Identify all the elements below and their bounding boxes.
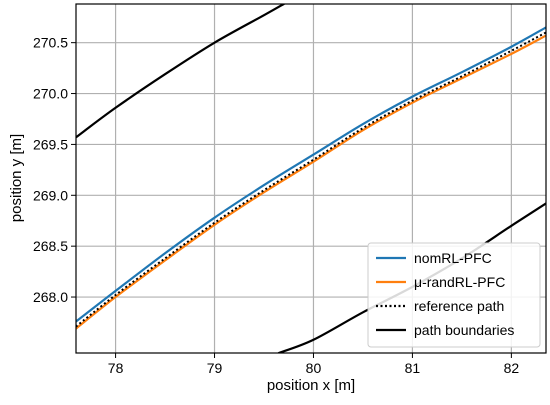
legend-label-2: reference path (414, 298, 504, 314)
x-tick-label: 79 (207, 360, 223, 376)
legend: nomRL-PFC μ-randRL-PFC reference path path … (367, 242, 541, 348)
x-axis-label: position x [m] (267, 377, 355, 394)
legend-label-0: nomRL-PFC (414, 250, 492, 266)
x-tick-label: 82 (504, 360, 520, 376)
legend-box (367, 242, 541, 348)
series-line-2 (76, 31, 546, 328)
series-line-0 (76, 26, 546, 323)
x-tick-label: 80 (306, 360, 322, 376)
y-tick-label: 270.5 (33, 35, 68, 51)
legend-label-3: path boundaries (414, 322, 514, 338)
series-line-1 (76, 34, 546, 330)
grid (76, 4, 546, 353)
axis-ticks: 78 79 80 81 82 268.0 268.5 269.0 269.5 270.0 270.5 (33, 35, 519, 376)
x-tick-label: 78 (108, 360, 124, 376)
y-tick-label: 269.5 (33, 136, 68, 152)
legend-label-1: μ-randRL-PFC (414, 274, 505, 290)
series-line-3 (76, 4, 285, 139)
x-tick-label: 81 (405, 360, 421, 376)
y-tick-label: 268.5 (33, 238, 68, 254)
y-tick-label: 270.0 (33, 86, 68, 102)
y-tick-label: 268.0 (33, 289, 68, 305)
y-tick-label: 269.0 (33, 187, 68, 203)
plot-frame (75, 3, 547, 354)
y-axis-label: position y [m] (8, 134, 25, 222)
